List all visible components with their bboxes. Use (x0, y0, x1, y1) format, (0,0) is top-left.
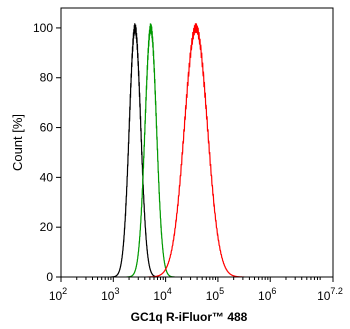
x-tick-label: 107.2 (317, 286, 343, 303)
histogram-curve (147, 23, 245, 278)
x-axis: 102 103 104 105 106 107.2 (49, 277, 343, 303)
x-tick-label: 106 (258, 286, 276, 303)
y-axis-label: Count [%] (10, 114, 25, 171)
y-tick-label: 80 (40, 71, 54, 85)
y-tick-label: 20 (40, 220, 54, 234)
x-axis-label: GC1q R-iFluor™ 488 (131, 310, 248, 324)
plot-area (110, 23, 245, 278)
y-axis: 0 20 40 60 80 100 (33, 21, 61, 284)
y-tick-label: 40 (40, 170, 54, 184)
histogram-curve (126, 23, 175, 278)
histogram-curve (110, 23, 160, 278)
x-tick-label: 105 (206, 286, 224, 303)
x-tick-label: 104 (153, 286, 171, 303)
y-tick-label: 100 (33, 21, 53, 35)
x-tick-label: 103 (101, 286, 119, 303)
y-tick-label: 60 (40, 121, 54, 135)
plot-frame (60, 7, 334, 278)
y-tick-label: 0 (46, 270, 53, 284)
x-tick-label: 102 (49, 286, 67, 303)
